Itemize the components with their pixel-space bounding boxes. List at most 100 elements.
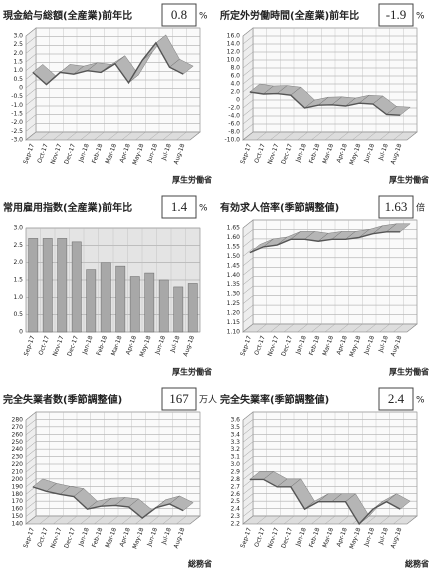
x-tick-label: Sep-17 [239, 335, 253, 357]
grid-side [25, 500, 37, 510]
y-tick-label: 2.5 [230, 498, 240, 505]
grid-side [25, 62, 37, 71]
line [249, 231, 401, 254]
x-tick-label: Oct-17 [36, 527, 50, 549]
y-tick-label: 3.1 [230, 454, 240, 461]
value-box [378, 195, 414, 219]
value-box [161, 387, 197, 411]
current-value: 1.63 [385, 199, 408, 214]
grid-side [242, 486, 254, 495]
x-tick-label: Mar-18 [110, 335, 124, 357]
y-tick-label: 230 [12, 454, 24, 461]
y-tick-label: 160 [12, 506, 24, 513]
y-tick-label: 1.15 [227, 319, 241, 326]
x-tick-label: Aug-18 [173, 527, 187, 550]
grid-side [25, 114, 37, 123]
y-tick-label: 240 [12, 446, 24, 453]
x-tick-label: Aug-18 [182, 335, 196, 358]
floor-grid [189, 131, 201, 141]
floor-grid [365, 131, 377, 141]
x-tick-label: Jul-18 [160, 143, 173, 163]
y-tick-label: -1.0 [11, 102, 23, 109]
grid-side [242, 257, 254, 267]
grid-side [242, 426, 254, 436]
grid-side [25, 53, 37, 63]
bar [144, 272, 155, 333]
grid-side [25, 434, 37, 443]
x-tick-label: Apr-18 [335, 335, 348, 356]
current-value: 2.4 [388, 391, 405, 406]
bar [86, 269, 97, 333]
y-tick-label: 3.0 [230, 461, 240, 468]
value-box [161, 3, 197, 27]
floor-grid [365, 323, 377, 333]
x-tick-label: Jan-18 [294, 335, 307, 356]
bar [28, 238, 39, 333]
floor-grid [297, 515, 308, 525]
floor-grid [311, 131, 322, 141]
grid-side [242, 493, 254, 502]
grid-side [242, 434, 254, 443]
current-value: 1.4 [171, 199, 188, 214]
unit: % [199, 204, 208, 214]
x-tick-label: Feb-18 [95, 335, 109, 357]
floor-grid [393, 323, 404, 333]
grid-side [242, 35, 254, 45]
bar [187, 283, 198, 333]
y-tick-label: 150 [12, 513, 24, 520]
x-tick-label: Mar-18 [321, 143, 335, 165]
y-tick-label: 1.5 [13, 59, 23, 66]
floor-grid [162, 515, 173, 525]
floor-grid [338, 131, 349, 141]
x-tick-label: Dec-17 [280, 143, 294, 166]
grid-side [25, 508, 37, 517]
y-tick-label: 2.6 [230, 491, 240, 498]
y-tick-label: -8.0 [228, 129, 240, 136]
y-tick-label: 1.35 [227, 281, 241, 288]
grid-side [242, 441, 254, 450]
unit: % [199, 12, 208, 22]
grid-side [25, 471, 37, 480]
floor-grid [393, 515, 404, 525]
x-tick-label: May-18 [348, 527, 362, 550]
floor-grid [94, 515, 105, 525]
y-tick-label: 1.0 [13, 294, 23, 301]
line [249, 478, 401, 526]
y-tick-label: 1.40 [227, 272, 241, 279]
grid-side [242, 508, 254, 517]
floor-grid [148, 131, 160, 141]
y-tick-label: 14.0 [227, 41, 241, 48]
y-tick-label: 2.5 [13, 242, 23, 249]
floor-grid [121, 131, 132, 141]
x-tick-label: Feb-18 [308, 143, 322, 165]
grid-side [242, 219, 254, 229]
x-tick-label: Jan-18 [294, 143, 307, 164]
y-tick-label: 1.45 [227, 262, 241, 269]
x-tick-label: Apr-18 [118, 527, 131, 548]
bar [158, 279, 169, 333]
floor-grid [256, 131, 267, 141]
floor-grid [311, 515, 322, 525]
y-tick-label: 260 [12, 431, 24, 438]
y-tick-label: 3.3 [230, 439, 240, 446]
floor-grid [365, 515, 377, 525]
grid-side [242, 51, 254, 61]
y-tick-label: 140 [12, 521, 24, 528]
grid-side [25, 426, 37, 436]
line [32, 41, 184, 86]
floor-grid [107, 131, 119, 141]
grid-side [25, 411, 37, 421]
y-tick-label: 2.9 [230, 469, 240, 476]
y-tick-label: -2.5 [11, 128, 23, 135]
x-tick-label: Dec-17 [63, 527, 77, 550]
y-tick-label: 2.0 [13, 259, 23, 266]
x-tick-label: Nov-17 [267, 143, 281, 166]
x-tick-label: Jul-18 [377, 335, 390, 355]
floor-grid [242, 323, 254, 333]
grid-side [242, 59, 254, 69]
floor-grid [393, 131, 404, 141]
x-tick-label: Jan-18 [77, 527, 90, 548]
y-tick-label: 1.25 [227, 300, 241, 307]
y-tick-label: 3.5 [230, 424, 240, 431]
grid-side [25, 105, 37, 115]
